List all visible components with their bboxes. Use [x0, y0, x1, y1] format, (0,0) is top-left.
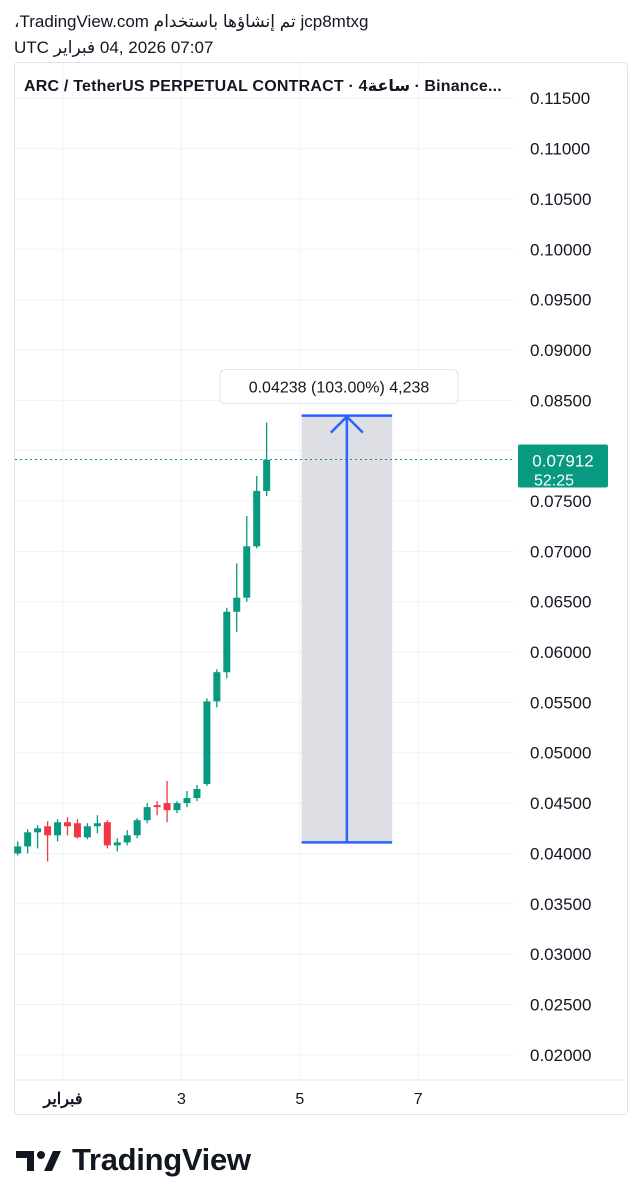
current-price-badge: [518, 444, 608, 488]
price-tick-label: 0.06500: [530, 593, 591, 612]
candle-body: [24, 832, 32, 847]
candle-body: [54, 822, 62, 836]
time-axis: فبراير 3 5 7: [42, 1091, 422, 1109]
candle-down: [153, 801, 161, 816]
price-tick-label: 0.04000: [530, 844, 591, 863]
candle-up: [83, 823, 91, 840]
price-tick-label: 0.04500: [530, 794, 591, 813]
price-tick-label: 0.08500: [530, 391, 591, 410]
candle-body: [153, 805, 161, 808]
candle-body: [83, 826, 91, 838]
candle-up: [213, 669, 221, 708]
price-tick-label: 0.09500: [530, 291, 591, 310]
brand-name: TradingView: [72, 1142, 251, 1177]
candle-body: [193, 788, 201, 799]
candle-up: [203, 698, 211, 786]
candle-down: [44, 821, 52, 862]
candle-body: [133, 820, 141, 836]
grid: [15, 63, 626, 1081]
candle-up: [243, 516, 251, 602]
candle-up: [133, 818, 141, 839]
price-tick-label: 0.02000: [530, 1046, 591, 1065]
price-tick-label: 0.07000: [530, 542, 591, 561]
candle-body: [44, 826, 52, 836]
candle-body: [63, 822, 71, 827]
candle-up: [143, 803, 151, 824]
price-tick-label: 0.06000: [530, 643, 591, 662]
candle-body: [103, 822, 111, 846]
candle-up: [193, 784, 201, 802]
current-price-line: 0.07912 52:25: [15, 444, 608, 490]
candle-down: [73, 819, 81, 839]
price-axis: 0.11500 0.11000 0.10500 0.10000 0.09500 0.090…: [530, 89, 591, 1065]
candle-up: [123, 830, 131, 846]
tradingview-logo-icon: [16, 1151, 61, 1171]
candle-body: [243, 546, 251, 598]
candle-body: [263, 459, 271, 491]
candle-up: [54, 819, 62, 842]
price-tick-label: 0.05000: [530, 744, 591, 763]
candle-down: [63, 817, 71, 836]
price-tick-label: 0.03000: [530, 945, 591, 964]
candle-up: [24, 829, 32, 854]
time-tick-label: 5: [295, 1091, 304, 1108]
candle-body: [223, 611, 231, 673]
price-tick-label: 0.03500: [530, 895, 591, 914]
candle-body: [253, 490, 261, 547]
price-tick-label: 0.11000: [530, 140, 590, 159]
attribution-line: jcp8mtxg تم إنشاؤها باستخدام TradingView…: [14, 12, 369, 31]
candle-up: [93, 815, 101, 834]
candle-body: [203, 701, 211, 784]
candle-body: [123, 835, 131, 843]
candle-body: [14, 846, 22, 854]
candle-up: [183, 791, 191, 808]
candle-down: [103, 820, 111, 849]
candle-down: [163, 780, 171, 823]
time-tick-label: فبراير: [42, 1091, 82, 1109]
chart-frame: [14, 62, 628, 1115]
snapshot-timestamp: 07:07 2026 ,04 فبراير UTC: [14, 38, 214, 57]
price-tick-label: 0.05500: [530, 693, 591, 712]
candle-up: [113, 838, 121, 852]
candle-body: [73, 823, 81, 838]
candle-up: [223, 607, 231, 679]
candles: [14, 422, 271, 862]
candle-body: [163, 803, 171, 811]
chart-title: ARC / TetherUS PERPETUAL CONTRACT · 4ساع…: [24, 78, 502, 95]
candle-body: [143, 807, 151, 821]
candle-up: [173, 801, 181, 814]
price-tick-label: 0.10000: [530, 240, 591, 259]
candle-body: [173, 803, 181, 811]
price-tick-label: 0.02500: [530, 995, 591, 1014]
candle-body: [233, 597, 241, 612]
candle-body: [34, 828, 42, 833]
price-tick-label: 0.07500: [530, 492, 591, 511]
bar-countdown: 52:25: [534, 473, 574, 490]
candle-body: [183, 798, 191, 804]
candle-body: [113, 842, 121, 846]
candle-up: [34, 825, 42, 849]
measure-label: 0.04238 (103.00%) 4,238: [249, 380, 430, 397]
measure-tool: 0.04238 (103.00%) 4,238: [219, 369, 459, 844]
candle-body: [213, 672, 221, 702]
price-tick-label: 0.09000: [530, 341, 591, 360]
candle-up: [253, 475, 261, 549]
current-price-value: 0.07912: [532, 452, 593, 471]
time-tick-label: 3: [177, 1091, 186, 1108]
price-tick-label: 0.10500: [530, 190, 591, 209]
tradingview-brand[interactable]: TradingView: [16, 1142, 251, 1178]
candle-up: [233, 563, 241, 632]
measure-arrow-icon: [329, 415, 364, 434]
measure-label-box: [219, 369, 459, 405]
candle-body: [93, 823, 101, 827]
price-tick-label: 0.11500: [530, 89, 590, 108]
time-tick-label: 7: [414, 1091, 423, 1108]
candle-up: [14, 841, 22, 856]
